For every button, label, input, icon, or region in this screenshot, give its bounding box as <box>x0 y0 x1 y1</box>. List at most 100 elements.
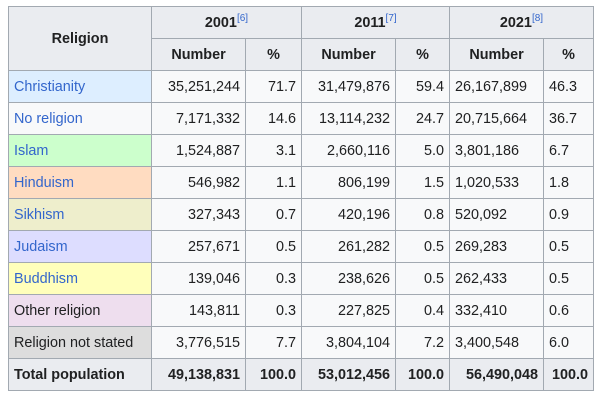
total-percent-cell: 100.0 <box>395 358 450 391</box>
total-percent-cell: 100.0 <box>245 358 302 391</box>
year-label: 2011 <box>354 14 386 31</box>
number-cell: 261,282 <box>301 230 396 263</box>
table-row: Judaism 257,671 0.5 261,282 0.5 269,283 0.5 <box>8 230 594 263</box>
religion-table: Religion 2001[6] 2011[7] 2021[8] Number … <box>8 6 594 391</box>
percent-cell: 3.1 <box>245 134 302 167</box>
percent-cell: 14.6 <box>245 102 302 135</box>
table-row: Christianity 35,251,244 71.7 31,479,876 59.4… <box>8 70 594 103</box>
number-cell: 1,524,887 <box>151 134 246 167</box>
religion-link[interactable]: No religion <box>14 110 83 127</box>
percent-cell: 6.7 <box>543 134 594 167</box>
number-cell: 806,199 <box>301 166 396 199</box>
number-cell: 420,196 <box>301 198 396 231</box>
percent-cell: 0.8 <box>395 198 450 231</box>
number-cell: 3,776,515 <box>151 326 246 359</box>
religion-label: Religion not stated <box>14 334 134 351</box>
table-row: Buddhism 139,046 0.3 238,626 0.5 262,433 0.5 <box>8 262 594 295</box>
number-cell: 327,343 <box>151 198 246 231</box>
percent-header: % <box>395 38 450 71</box>
number-cell: 546,982 <box>151 166 246 199</box>
percent-cell: 6.0 <box>543 326 594 359</box>
number-cell: 35,251,244 <box>151 70 246 103</box>
number-cell: 262,433 <box>449 262 544 295</box>
religion-link[interactable]: Christianity <box>14 78 86 95</box>
religion-label: Other religion <box>14 302 101 319</box>
percent-cell: 0.9 <box>543 198 594 231</box>
percent-cell: 0.5 <box>543 262 594 295</box>
number-cell: 26,167,899 <box>449 70 544 103</box>
number-cell: 332,410 <box>449 294 544 327</box>
religion-link[interactable]: Islam <box>14 142 49 159</box>
percent-cell: 36.7 <box>543 102 594 135</box>
percent-cell: 0.7 <box>245 198 302 231</box>
number-cell: 139,046 <box>151 262 246 295</box>
number-cell: 3,400,548 <box>449 326 544 359</box>
number-header: Number <box>301 38 396 71</box>
table-row: Other religion 143,811 0.3 227,825 0.4 332,41… <box>8 294 594 327</box>
year-header-2021: 2021[8] <box>449 6 594 39</box>
percent-cell: 0.6 <box>543 294 594 327</box>
religion-cell[interactable]: Christianity <box>8 70 152 103</box>
number-cell: 31,479,876 <box>301 70 396 103</box>
religion-link[interactable]: Buddhism <box>14 270 78 287</box>
number-header: Number <box>151 38 246 71</box>
number-cell: 257,671 <box>151 230 246 263</box>
table-body: Christianity 35,251,244 71.7 31,479,876 59.4… <box>8 70 594 391</box>
percent-cell: 1.8 <box>543 166 594 199</box>
percent-cell: 5.0 <box>395 134 450 167</box>
total-number-cell: 53,012,456 <box>301 358 396 391</box>
percent-cell: 0.5 <box>543 230 594 263</box>
religion-link[interactable]: Hinduism <box>14 174 74 191</box>
religion-cell[interactable]: Sikhism <box>8 198 152 231</box>
percent-header: % <box>245 38 302 71</box>
religion-table-container: Religion 2001[6] 2011[7] 2021[8] Number … <box>8 6 603 391</box>
percent-cell: 0.3 <box>245 294 302 327</box>
number-cell: 238,626 <box>301 262 396 295</box>
reference-link[interactable]: [8] <box>531 12 544 24</box>
total-row: Total population 49,138,831 100.0 53,012,45… <box>8 358 594 391</box>
percent-cell: 0.5 <box>395 230 450 263</box>
year-label: 2021 <box>499 14 532 31</box>
percent-cell: 7.2 <box>395 326 450 359</box>
percent-cell: 7.7 <box>245 326 302 359</box>
table-row: No religion 7,171,332 14.6 13,114,232 24.7 20… <box>8 102 594 135</box>
religion-cell[interactable]: No religion <box>8 102 152 135</box>
reference-link[interactable]: [7] <box>385 12 397 24</box>
total-number-cell: 49,138,831 <box>151 358 246 391</box>
percent-cell: 0.5 <box>395 262 450 295</box>
religion-cell[interactable]: Judaism <box>8 230 152 263</box>
religion-cell[interactable]: Islam <box>8 134 152 167</box>
table-row: Religion not stated 3,776,515 7.7 3,804,104… <box>8 326 594 359</box>
number-cell: 269,283 <box>449 230 544 263</box>
religion-link[interactable]: Judaism <box>14 238 68 255</box>
religion-link[interactable]: Sikhism <box>14 206 65 223</box>
number-cell: 7,171,332 <box>151 102 246 135</box>
percent-header: % <box>543 38 594 71</box>
percent-cell: 0.5 <box>245 230 302 263</box>
reference-link[interactable]: [6] <box>236 12 249 24</box>
number-cell: 2,660,116 <box>301 134 396 167</box>
number-cell: 13,114,232 <box>301 102 396 135</box>
percent-cell: 46.3 <box>543 70 594 103</box>
number-header: Number <box>449 38 544 71</box>
number-cell: 520,092 <box>449 198 544 231</box>
percent-cell: 24.7 <box>395 102 450 135</box>
number-cell: 3,801,186 <box>449 134 544 167</box>
religion-cell[interactable]: Hinduism <box>8 166 152 199</box>
religion-cell[interactable]: Buddhism <box>8 262 152 295</box>
number-cell: 3,804,104 <box>301 326 396 359</box>
table-row: Islam 1,524,887 3.1 2,660,116 5.0 3,801,186 6.… <box>8 134 594 167</box>
table-row: Hinduism 546,982 1.1 806,199 1.5 1,020,533 1.8 <box>8 166 594 199</box>
total-number-cell: 56,490,048 <box>449 358 544 391</box>
number-cell: 20,715,664 <box>449 102 544 135</box>
total-label: Total population <box>8 358 152 391</box>
number-cell: 143,811 <box>151 294 246 327</box>
percent-cell: 0.3 <box>245 262 302 295</box>
percent-cell: 59.4 <box>395 70 450 103</box>
religion-header: Religion <box>8 6 152 71</box>
percent-cell: 71.7 <box>245 70 302 103</box>
percent-cell: 1.5 <box>395 166 450 199</box>
table-row: Sikhism 327,343 0.7 420,196 0.8 520,092 0.9 <box>8 198 594 231</box>
religion-cell: Religion not stated <box>8 326 152 359</box>
total-percent-cell: 100.0 <box>543 358 594 391</box>
